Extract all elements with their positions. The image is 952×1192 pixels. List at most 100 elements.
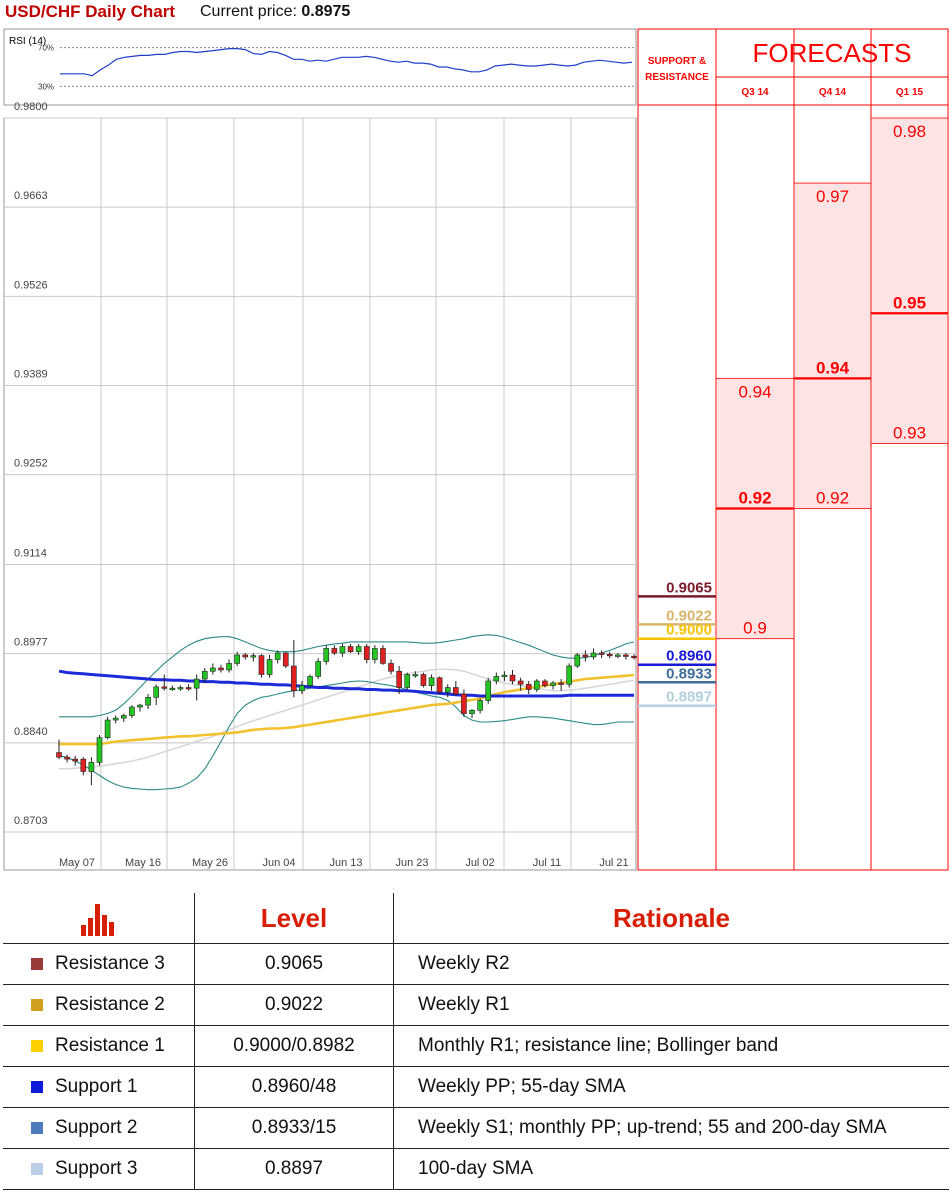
forecast-panel: SUPPORT & RESISTANCE FORECASTS Q3 14 Q4 14 Q1… (637, 28, 949, 871)
candle-body (453, 687, 459, 695)
forecasts-title: FORECASTS (753, 38, 912, 68)
candle-body (534, 680, 540, 690)
forecast-band (870, 117, 949, 444)
title-line: RESISTANCE (645, 72, 709, 83)
candle-body (436, 677, 443, 693)
bar-chart-icon (80, 904, 114, 936)
candle-body (112, 717, 119, 721)
candle-body (201, 670, 208, 680)
y-tick-label: 0.9252 (14, 458, 48, 470)
forecast-value-label: 0.92 (738, 489, 771, 508)
bollinger-lower-line (58, 680, 634, 791)
forecast-value-label: 0.98 (893, 122, 926, 141)
candle-body (412, 674, 419, 677)
level-name: Support 2 (55, 1117, 138, 1138)
level-name-cell: Support 1 (3, 1066, 195, 1108)
candle-body (631, 655, 637, 659)
current-price-label: Current price: (200, 3, 297, 20)
candle-body (428, 677, 435, 686)
level-swatch (31, 999, 43, 1011)
sma-blue-line (58, 669, 634, 698)
y-tick-label: 0.9114 (14, 547, 47, 559)
x-axis-ticks: May 07 May 16 May 26 Jun 04 Jun 13 Jun 23 Jul … (59, 857, 629, 869)
candle-body (145, 696, 151, 706)
sr-level-label: 0.8933 (666, 665, 712, 682)
candle-body (266, 659, 273, 675)
candle-body (291, 665, 297, 692)
x-tick-label: May 07 (59, 857, 95, 869)
x-tick-label: Jul 11 (533, 857, 562, 869)
candle-body (137, 704, 143, 708)
candle-body (88, 762, 95, 772)
candle-body (193, 678, 200, 689)
level-name: Support 1 (55, 1076, 138, 1097)
level-value: 0.8933/15 (194, 1107, 394, 1149)
candle-body (339, 646, 346, 654)
rsi-panel (3, 28, 637, 106)
forecast-band (793, 182, 872, 509)
chart-title: USD/CHF Daily Chart (5, 2, 176, 21)
current-price: Current price: 0.8975 (200, 3, 350, 21)
candle-body (282, 652, 289, 667)
candle-body (380, 648, 386, 664)
x-tick-label: Jun 13 (329, 857, 362, 869)
level-name-cell: Resistance 2 (3, 984, 195, 1026)
candle-body (469, 709, 475, 714)
candle-body (542, 680, 548, 686)
candle-body (250, 655, 257, 658)
level-name: Resistance 2 (55, 994, 165, 1015)
candle-body (218, 667, 224, 671)
x-tick-label: May 26 (192, 857, 228, 869)
candle-body (615, 654, 621, 657)
candle-body (161, 686, 168, 689)
candle-body (80, 758, 87, 772)
level-value: 0.8960/48 (194, 1066, 394, 1108)
candle-body (598, 652, 605, 655)
candle-body (96, 737, 103, 763)
candle-body (177, 687, 184, 690)
candle-body (388, 663, 394, 672)
candle-body (129, 706, 135, 716)
rsi-label: RSI (14) (9, 36, 46, 47)
y-tick-label: 0.8840 (14, 726, 48, 738)
candle-body (566, 665, 573, 685)
level-rationale: 100-day SMA (393, 1148, 949, 1190)
sr-level-label: 0.8960 (666, 648, 712, 665)
support-resistance-title: SUPPORT & RESISTANCE (645, 56, 709, 83)
candle-body (493, 676, 500, 682)
level-name: Resistance 3 (55, 953, 165, 974)
level-swatch (31, 1081, 43, 1093)
candle-body (242, 654, 249, 658)
candle-body (226, 663, 232, 671)
sr-level-label: 0.8897 (666, 689, 712, 706)
forecast-value-label: 0.9 (743, 619, 767, 638)
candle-body (477, 700, 483, 711)
candle-body (210, 667, 216, 672)
rsi-level-label: 30% (38, 82, 54, 91)
y-tick-label: 0.9526 (14, 279, 48, 291)
levels-table: Level Rationale Resistance 3 0.9065 Weekly… (3, 893, 949, 1190)
current-price-value: 0.8975 (301, 3, 351, 20)
table-row: Resistance 2 0.9022 Weekly R1 (3, 984, 949, 1026)
table-row: Resistance 1 0.9000/0.8982 Monthly R1; res… (3, 1025, 949, 1067)
candle-body (258, 655, 265, 675)
candle-body (355, 646, 362, 653)
table-header-icon-cell (3, 893, 195, 944)
sr-level-label: 0.9065 (666, 579, 712, 596)
table-row: Support 1 0.8960/48 Weekly PP; 55-day SMA (3, 1066, 949, 1108)
forecast-value-label: 0.97 (816, 187, 849, 206)
level-value: 0.9022 (194, 984, 394, 1026)
price-panel (3, 117, 637, 871)
candle-body (372, 648, 378, 660)
forecast-value-label: 0.95 (893, 293, 926, 312)
candle-body (153, 686, 159, 698)
rsi-level-label: 70% (38, 44, 54, 53)
x-tick-label: Jul 21 (599, 857, 628, 869)
chart-canvas: RSI (14) 70% 30% 0.9800 0.9663 0.9526 0.9389… (3, 28, 949, 871)
table-row: Support 2 0.8933/15 Weekly S1; monthly PP;… (3, 1107, 949, 1149)
candle-body (323, 648, 330, 662)
table-header-rationale: Rationale (393, 893, 949, 944)
y-tick-label: 0.9663 (14, 190, 48, 202)
candlesticks (56, 639, 637, 786)
candle-body (104, 719, 111, 738)
